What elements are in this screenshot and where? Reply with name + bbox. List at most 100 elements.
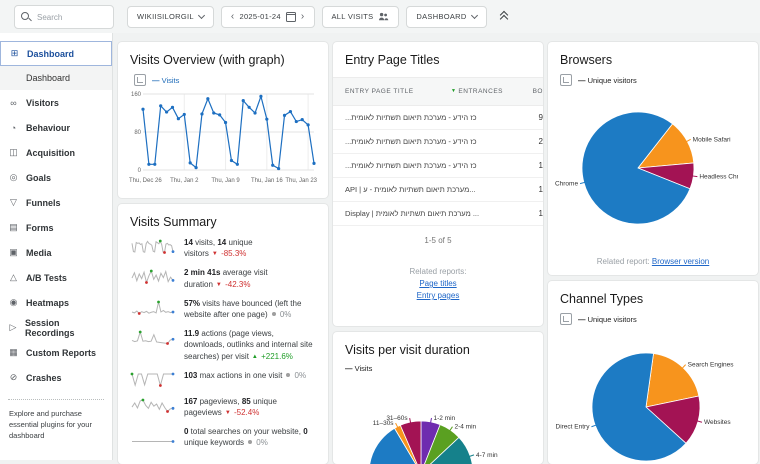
entrances-cell: 1 xyxy=(495,209,543,218)
sidebar-item-crashes[interactable]: ⊘Crashes xyxy=(0,365,112,390)
sidebar-item-dashboard[interactable]: Dashboard xyxy=(0,66,112,90)
sidebar-item-label: Dashboard xyxy=(27,49,74,59)
search-icon xyxy=(21,12,29,20)
summary-text: 14 visits, 14 unique visitors▼ -85.3% xyxy=(184,237,316,259)
related-report-line: Related report: Browser version xyxy=(548,257,758,266)
table-row[interactable]: API | מערכת תיאום תשתיות לאומית - ע...1 xyxy=(333,178,543,202)
svg-text:Direct Entry: Direct Entry xyxy=(556,424,591,431)
visits-line-chart[interactable]: 080160Thu, Dec 26Thu, Jan 2Thu, Jan 9Thu… xyxy=(118,88,328,198)
sidebar-divider xyxy=(8,399,104,400)
sidebar-item-label: Funnels xyxy=(26,198,61,208)
sidebar-item-session-recordings[interactable]: ▷Session Recordings xyxy=(0,315,112,340)
sparkline-chart[interactable] xyxy=(130,269,176,285)
sidebar-item-dashboard[interactable]: ⊞Dashboard xyxy=(0,41,112,66)
duration-pie-chart[interactable]: 1-2 min2-4 min4-7 min7-10 min10-15 min11… xyxy=(333,375,543,464)
column-header-entry-page-title[interactable]: ENTRY PAGE TITLE xyxy=(345,88,447,95)
sidebar-footer-text: Explore and purchase essential plugins f… xyxy=(0,407,112,444)
sidebar-item-forms[interactable]: ▤Forms xyxy=(0,215,112,240)
next-date-icon[interactable]: › xyxy=(301,12,305,22)
entrances-cell: 2 xyxy=(495,137,543,146)
channel-pie-chart[interactable]: Search EnginesWebsitesDirect Entry xyxy=(548,327,758,464)
svg-text:160: 160 xyxy=(131,92,142,98)
svg-text:Mobile Safari: Mobile Safari xyxy=(693,136,731,143)
previous-date-icon[interactable]: ‹ xyxy=(231,12,235,22)
dashboard-selector[interactable]: DASHBOARD xyxy=(406,6,486,28)
sparkline-chart[interactable] xyxy=(130,330,176,346)
search-input[interactable] xyxy=(35,6,111,30)
sparkline-chart[interactable] xyxy=(130,398,176,414)
svg-text:2-4 min: 2-4 min xyxy=(454,424,476,431)
chart-legend[interactable]: — Visits xyxy=(345,364,372,373)
chart-legend[interactable]: — Visits xyxy=(152,76,179,85)
media-icon: ▣ xyxy=(8,247,19,258)
related-link-entry-pages[interactable]: Entry pages xyxy=(333,291,543,300)
sidebar-item-custom-reports[interactable]: ▦ Custom Reports xyxy=(0,340,112,365)
sidebar-item-acquisition[interactable]: ◫Acquisition xyxy=(0,140,112,165)
table-row[interactable]: ...כז הידע - מערכת תיאום תשתיות לאומית1 xyxy=(333,154,543,178)
browsers-pie-chart[interactable]: Mobile SafariHeadless ChromeChrome xyxy=(548,88,758,251)
sidebar-item-visitors[interactable]: ∞Visitors xyxy=(0,90,112,115)
date-selector[interactable]: ‹ 2025-01-24 › xyxy=(221,6,315,28)
sparkline-chart[interactable] xyxy=(130,239,176,255)
widget-title: Visits Overview (with graph) xyxy=(118,42,328,71)
browsers-widget: Browsers — Unique visitors Mobile Safari… xyxy=(548,42,758,275)
summary-row: 57% visits have bounced (left the websit… xyxy=(118,294,328,324)
related-link-page-titles[interactable]: Page titles xyxy=(333,279,543,288)
sidebar-item-label: Behaviour xyxy=(26,123,70,133)
column-header-bounce[interactable]: BO xyxy=(503,88,543,95)
site-selector[interactable]: WIKIISILORGIL xyxy=(127,6,214,28)
sidebar-item-label: Dashboard xyxy=(26,73,70,83)
custom-reports-icon: ▦ xyxy=(8,347,19,358)
table-row[interactable]: ...כז הידע - מערכת תיאום תשתיות לאומית2 xyxy=(333,130,543,154)
session-recordings-icon: ▷ xyxy=(8,322,18,333)
sidebar-item-behaviour[interactable]: ◔ Behaviour xyxy=(0,115,112,140)
column-header-entrances[interactable]: ▼ENTRANCES xyxy=(447,88,503,95)
entry-page-title-cell: Display | מערכת תיאום תשתיות לאומית ... xyxy=(345,209,495,218)
entrances-cell: 1 xyxy=(495,185,543,194)
trend-up-indicator: ▲ +221.6% xyxy=(249,352,293,361)
line-chart-svg[interactable]: 080160Thu, Dec 26Thu, Jan 2Thu, Jan 9Thu… xyxy=(128,88,318,196)
summary-text: 57% visits have bounced (left the websit… xyxy=(184,298,316,320)
table-row[interactable]: ...כז הידע - מערכת תיאום תשתיות לאומית9 xyxy=(333,106,543,130)
export-image-icon[interactable] xyxy=(560,313,572,325)
table-row[interactable]: Display | מערכת תיאום תשתיות לאומית ...1 xyxy=(333,202,543,226)
trend-down-indicator: ▼ -52.4% xyxy=(222,408,260,417)
chevron-down-icon xyxy=(198,12,205,19)
export-image-icon[interactable] xyxy=(134,74,146,86)
chart-legend[interactable]: — Unique visitors xyxy=(578,76,637,85)
sidebar-item-label: Crashes xyxy=(26,373,62,383)
sidebar-item-label: Custom Reports xyxy=(26,348,96,358)
related-link-browser-version[interactable]: Browser version xyxy=(652,257,709,266)
visits-overview-widget: Visits Overview (with graph) — Visits 08… xyxy=(118,42,328,198)
ab-tests-icon: △ xyxy=(8,272,19,283)
chart-legend[interactable]: — Unique visitors xyxy=(578,315,637,324)
sidebar-item-a-b-tests[interactable]: △A/B Tests xyxy=(0,265,112,290)
svg-text:Thu, Dec 26: Thu, Dec 26 xyxy=(129,178,162,184)
svg-text:0: 0 xyxy=(138,168,142,174)
svg-text:Headless Chrome: Headless Chrome xyxy=(699,174,738,181)
behaviour-icon: ◔ xyxy=(8,123,19,133)
segment-selector[interactable]: ALL VISITS xyxy=(322,6,400,28)
heatmaps-icon: ◉ xyxy=(8,297,19,308)
svg-text:Search Engines: Search Engines xyxy=(688,362,735,369)
trend-neutral-indicator: 0% xyxy=(282,371,306,380)
summary-text: 0 total searches on your website, 0 uniq… xyxy=(184,426,316,448)
widget-title: Channel Types xyxy=(548,281,758,310)
widget-title: Visits per visit duration xyxy=(333,332,543,361)
sort-desc-icon: ▼ xyxy=(451,88,456,94)
trend-neutral-indicator: 0% xyxy=(244,438,268,447)
sidebar-item-funnels[interactable]: ▽Funnels xyxy=(0,190,112,215)
search-box[interactable] xyxy=(14,5,114,29)
sparkline-chart[interactable] xyxy=(130,428,176,444)
entry-page-title-cell: ...כז הידע - מערכת תיאום תשתיות לאומית xyxy=(345,113,495,122)
sparkline-chart[interactable] xyxy=(130,372,176,388)
dashboard-label: DASHBOARD xyxy=(416,12,466,21)
sidebar-item-heatmaps[interactable]: ◉ Heatmaps xyxy=(0,290,112,315)
sidebar-item-media[interactable]: ▣Media xyxy=(0,240,112,265)
collapse-header-icon[interactable] xyxy=(498,9,510,25)
sidebar-item-goals[interactable]: ◎Goals xyxy=(0,165,112,190)
widget-title: Visits Summary xyxy=(118,204,328,233)
export-image-icon[interactable] xyxy=(560,74,572,86)
sidebar-item-label: Heatmaps xyxy=(26,298,69,308)
sparkline-chart[interactable] xyxy=(130,300,176,316)
